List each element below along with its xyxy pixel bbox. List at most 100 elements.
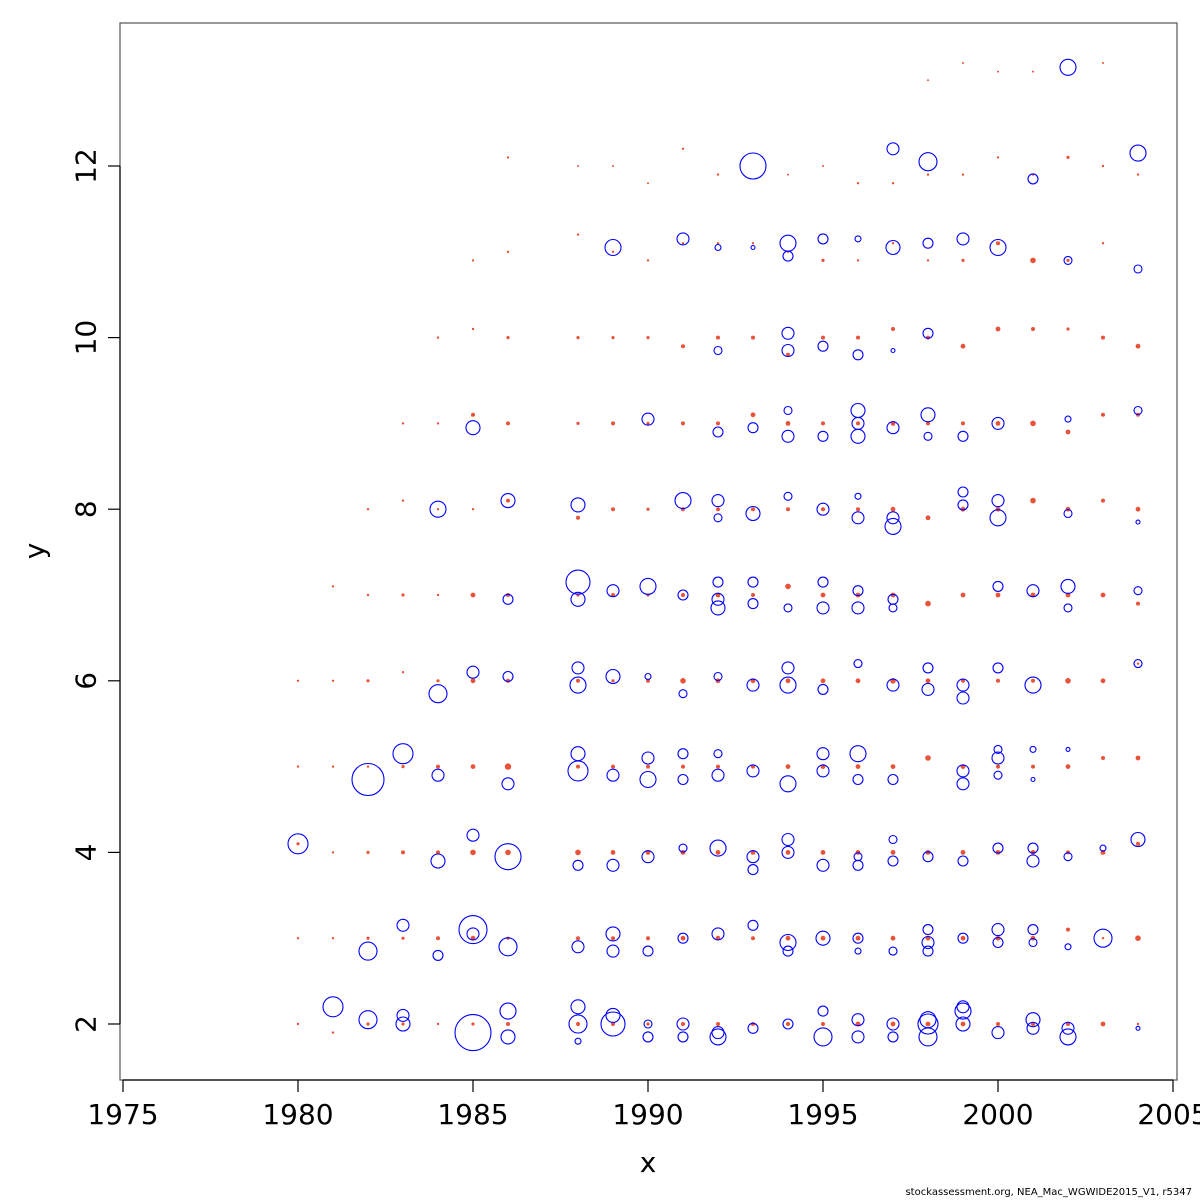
filled-bubble (470, 849, 476, 856)
filled-bubble (471, 1022, 475, 1026)
open-bubble (1028, 937, 1038, 948)
open-bubble (850, 402, 866, 419)
open-bubble (852, 773, 864, 786)
open-bubble (641, 412, 655, 426)
filled-bubble (890, 506, 896, 512)
filled-bubble (681, 593, 685, 597)
open-bubble (890, 347, 896, 354)
filled-bubble (296, 765, 300, 768)
x-tick-label: 1985 (437, 1098, 508, 1131)
filled-bubble (401, 593, 405, 597)
filled-bubble (1101, 756, 1105, 760)
open-bubble (955, 1016, 971, 1032)
open-bubble (956, 1000, 970, 1014)
open-bubble (677, 1031, 689, 1043)
open-bubble (992, 842, 1004, 854)
open-bubble-series (287, 58, 1147, 1052)
open-bubble (992, 662, 1004, 674)
open-bubble (432, 949, 444, 961)
open-bubble (642, 945, 654, 957)
x-axis: 1975 1980 1985 1990 1995 2000 2005 (87, 1079, 1200, 1131)
filled-bubble (1031, 327, 1035, 331)
open-bubble (779, 234, 797, 252)
open-bubble (853, 659, 863, 669)
open-bubble (606, 858, 620, 872)
filled-bubble (1031, 764, 1035, 769)
filled-bubble (1101, 498, 1105, 503)
open-bubble (746, 850, 760, 864)
open-bubble (851, 1013, 865, 1027)
filled-bubble (786, 352, 790, 357)
filled-bubble (436, 679, 440, 683)
filled-bubble (716, 507, 720, 512)
open-bubble (466, 665, 480, 679)
open-bubble (815, 930, 831, 946)
filled-bubble (1136, 1022, 1140, 1026)
open-bubble (747, 598, 759, 610)
open-bubble (642, 1031, 654, 1043)
open-bubble (992, 936, 1004, 949)
open-bubble (854, 947, 862, 955)
filled-bubble (926, 259, 930, 262)
open-bubble (746, 764, 760, 778)
open-bubble (991, 416, 1005, 430)
open-bubble (606, 944, 620, 958)
filled-bubble (716, 335, 720, 340)
filled-bubble (995, 326, 1001, 332)
filled-bubble (506, 336, 510, 340)
open-bubble (1133, 586, 1143, 596)
open-bubble (565, 569, 591, 595)
open-bubble (713, 749, 723, 759)
open-bubble (850, 428, 866, 444)
filled-bubble (995, 935, 1001, 941)
open-bubble (709, 1028, 727, 1046)
open-bubble (1059, 1028, 1077, 1046)
open-bubble (1060, 578, 1076, 594)
filled-bubble (646, 764, 650, 769)
filled-bubble (471, 259, 475, 262)
open-bubble (466, 927, 480, 941)
open-bubble (887, 1031, 899, 1043)
filled-bubble (716, 173, 720, 176)
open-bubble (957, 932, 969, 944)
open-bubble (991, 923, 1005, 937)
open-bubble (1027, 924, 1039, 936)
open-bubble (781, 343, 795, 358)
open-bubble (993, 744, 1003, 754)
open-bubble (499, 1002, 517, 1020)
open-bubble (813, 1027, 833, 1047)
open-bubble (1133, 405, 1143, 416)
open-bubble (747, 919, 759, 931)
open-bubble (851, 511, 865, 525)
open-bubble (567, 760, 589, 782)
open-bubble (817, 1005, 829, 1017)
open-bubble (572, 859, 584, 871)
open-bubble (851, 601, 865, 615)
filled-bubble (1032, 70, 1034, 73)
filled-bubble (715, 850, 721, 855)
filled-bubble (611, 1022, 615, 1026)
filled-bubble (401, 850, 405, 855)
open-bubble (886, 511, 900, 525)
open-bubble (783, 491, 793, 501)
filled-bubble (996, 678, 1000, 683)
filled-bubble (821, 258, 825, 262)
filled-bubble (1066, 927, 1070, 932)
open-bubble (1026, 1021, 1040, 1035)
open-bubble (713, 513, 723, 523)
open-bubble (747, 422, 759, 434)
open-bubble (992, 580, 1004, 592)
filled-bubble (577, 165, 579, 167)
open-bubble (1064, 415, 1072, 423)
filled-bubble (1135, 935, 1141, 941)
x-tick-label: 1990 (612, 1098, 683, 1131)
open-bubble (993, 770, 1003, 780)
filled-bubble (646, 507, 650, 511)
open-bubble (991, 751, 1005, 765)
open-bubble (888, 834, 898, 845)
open-bubble (605, 1007, 621, 1023)
open-bubble (454, 1014, 492, 1052)
filled-bubble (1066, 258, 1070, 262)
open-bubble (711, 494, 725, 508)
filled-bubble (1030, 497, 1036, 504)
